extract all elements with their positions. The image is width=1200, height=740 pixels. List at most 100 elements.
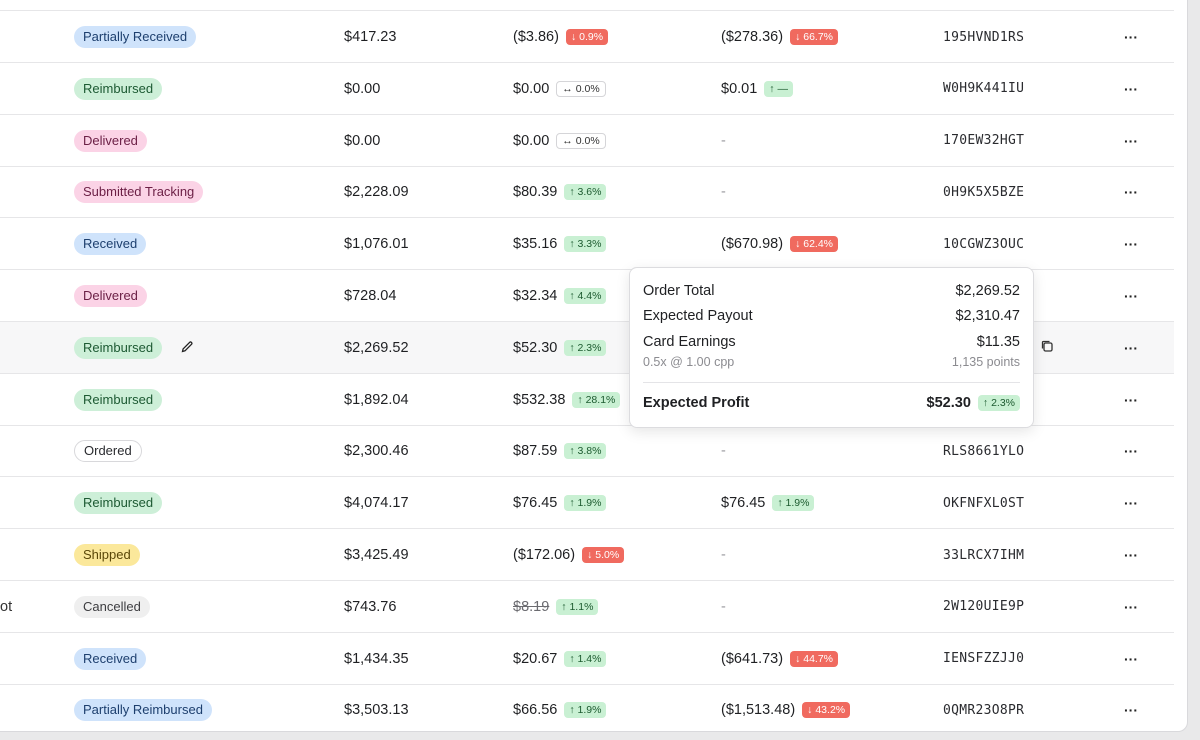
profit-delta-badge: ↓ 43.2% bbox=[802, 702, 851, 719]
more-actions-button[interactable]: ··· bbox=[1120, 425, 1142, 477]
payout-value: $0.00 bbox=[513, 132, 550, 149]
ellipsis-icon: ··· bbox=[1124, 598, 1138, 615]
payout-delta-badge: ↑ 1.4% bbox=[564, 650, 607, 667]
pencil-icon[interactable] bbox=[180, 340, 194, 354]
payout-value: $76.45 bbox=[513, 495, 558, 512]
ellipsis-icon: ··· bbox=[1124, 702, 1138, 719]
tooltip-card-earnings-row: Card Earnings $11.35 bbox=[643, 334, 1020, 350]
more-actions-button[interactable]: ··· bbox=[1120, 322, 1142, 374]
arrow-up-icon: ↑ bbox=[577, 393, 583, 406]
table-row[interactable]: Partially Received $417.23 ($3.86) ↓ 0.9% ($… bbox=[0, 11, 1174, 63]
more-actions-button[interactable]: ··· bbox=[1120, 63, 1142, 115]
status-cell: Submitted Tracking bbox=[74, 166, 204, 218]
order-total-value: $2,228.09 bbox=[344, 184, 409, 201]
profit-value: ($670.98) bbox=[721, 236, 784, 253]
order-total-cell: $3,425.49 bbox=[344, 529, 409, 581]
more-actions-button[interactable]: ··· bbox=[1120, 374, 1142, 426]
expected-payout-cell: $66.56 ↑ 1.9% bbox=[513, 684, 607, 731]
name-text: ot bbox=[0, 598, 13, 615]
status-badge: Partially Reimbursed bbox=[74, 699, 212, 722]
order-total-cell: $4,074.17 bbox=[344, 477, 409, 529]
expected-payout-cell: ($172.06) ↓ 5.0% bbox=[513, 529, 625, 581]
profit-value: - bbox=[721, 184, 726, 201]
profit-delta: 62.4% bbox=[803, 238, 834, 251]
status-cell: Reimbursed bbox=[74, 477, 163, 529]
more-actions-button[interactable]: ··· bbox=[1120, 270, 1142, 322]
status-badge: Reimbursed bbox=[74, 388, 163, 411]
payout-value: $0.00 bbox=[513, 80, 550, 97]
tooltip-card-earnings-detail-row: 0.5x @ 1.00 cpp 1,135 points bbox=[643, 355, 1020, 369]
status-cell: Ordered bbox=[74, 425, 142, 477]
order-number: W0H9K441IU bbox=[943, 81, 1025, 97]
payout-delta: 28.1% bbox=[585, 393, 616, 406]
order-total-value: $1,076.01 bbox=[344, 236, 409, 253]
order-total-cell: $1,434.35 bbox=[344, 633, 409, 685]
payout-value: $20.67 bbox=[513, 650, 558, 667]
order-total-cell: $2,228.09 bbox=[344, 166, 409, 218]
tooltip-card-earnings-label: Card Earnings bbox=[643, 334, 736, 350]
tooltip-expected-profit-label: Expected Profit bbox=[643, 395, 750, 411]
order-total-value: $4,074.17 bbox=[344, 495, 409, 512]
copy-icon[interactable] bbox=[1040, 339, 1054, 353]
more-actions-button[interactable]: ··· bbox=[1120, 11, 1142, 63]
expected-payout-cell: $35.16 ↑ 3.3% bbox=[513, 218, 607, 270]
payout-delta-badge: ↑ 1.9% bbox=[564, 495, 607, 512]
table-row[interactable]: Received $1,434.35 $20.67 ↑ 1.4% ($641.73) ↓ … bbox=[0, 633, 1174, 685]
ellipsis-icon: ··· bbox=[1124, 650, 1138, 667]
profit-cell: - bbox=[721, 166, 726, 218]
status-badge: Received bbox=[74, 647, 147, 670]
payout-delta: 0.0% bbox=[575, 134, 600, 147]
profit-cell: $76.45 ↑ 1.9% bbox=[721, 477, 815, 529]
table-row[interactable]: Submitted Tracking $2,228.09 $80.39 ↑ 3.6% -… bbox=[0, 166, 1174, 219]
table-row[interactable]: Reimbursed $4,074.17 $76.45 ↑ 1.9% $76.45 ↑ 1… bbox=[0, 477, 1174, 530]
table-row[interactable]: Reimbursed $1,892.04 $532.38 ↑ 28.1% ··· bbox=[0, 374, 1174, 426]
more-actions-button[interactable]: ··· bbox=[1120, 581, 1142, 633]
more-actions-button[interactable]: ··· bbox=[1120, 684, 1142, 731]
profit-value: ($641.73) bbox=[721, 650, 784, 667]
payout-delta-badge: ↑ 3.6% bbox=[564, 184, 607, 201]
tooltip-order-total-label: Order Total bbox=[643, 283, 715, 299]
profit-delta-badge: ↓ 44.7% bbox=[790, 650, 839, 667]
table-row[interactable]: Partially Reimbursed $3,503.13 $66.56 ↑ 1.9… bbox=[0, 684, 1174, 731]
ellipsis-icon: ··· bbox=[1124, 443, 1138, 460]
arrow-up-icon: ↑ bbox=[569, 652, 575, 665]
payout-delta-badge: ↑ 1.9% bbox=[564, 702, 607, 719]
order-number-cell: 0QMR23O8PR bbox=[943, 684, 1024, 731]
order-total-cell: $728.04 bbox=[344, 270, 396, 322]
more-actions-button[interactable]: ··· bbox=[1120, 633, 1142, 685]
status-cell: Shipped bbox=[74, 529, 140, 581]
order-total-value: $2,269.52 bbox=[344, 339, 409, 356]
order-number: 195HVND1RS bbox=[943, 29, 1025, 45]
table-row[interactable]: Ordered $2,300.46 $87.59 ↑ 3.8% - RLS8661YLO ·… bbox=[0, 425, 1174, 478]
table-row[interactable]: Delivered $728.04 $32.34 ↑ 4.4% ··· bbox=[0, 270, 1174, 322]
profit-cell: - bbox=[721, 425, 726, 477]
order-total-value: $0.00 bbox=[344, 80, 381, 97]
payout-value: $35.16 bbox=[513, 236, 558, 253]
more-actions-button[interactable]: ··· bbox=[1120, 115, 1142, 167]
payout-delta-badge: ↑ 28.1% bbox=[572, 391, 621, 408]
table-row[interactable]: Received $1,076.01 $35.16 ↑ 3.3% ($670.98) ↓ … bbox=[0, 218, 1174, 271]
table-row[interactable]: Reimbursed $0.00 $0.00 ↔ 0.0% $0.01 ↑ — W0H9K4… bbox=[0, 63, 1174, 115]
order-number-cell: 0H9K5X5BZE bbox=[943, 166, 1024, 218]
more-actions-button[interactable]: ··· bbox=[1120, 529, 1142, 581]
payout-delta: 0.9% bbox=[579, 31, 604, 43]
more-actions-button[interactable]: ··· bbox=[1120, 477, 1142, 529]
expected-payout-cell: $76.45 ↑ 1.9% bbox=[513, 477, 607, 529]
payout-delta-badge: ↓ 0.9% bbox=[565, 29, 609, 45]
order-total-value: $2,300.46 bbox=[344, 443, 409, 460]
table-row[interactable]: ot Cancelled $743.76 $8.19 ↑ 1.1% - 2W120UIE9P… bbox=[0, 581, 1174, 633]
more-actions-button[interactable]: ··· bbox=[1120, 166, 1142, 218]
order-number-cell: 195HVND1RS bbox=[943, 11, 1024, 63]
order-total-cell: $417.23 bbox=[344, 11, 396, 63]
order-total-cell: $3,503.13 bbox=[344, 684, 409, 731]
profit-delta-badge: ↑ 1.9% bbox=[772, 495, 815, 512]
table-row[interactable]: Delivered $0.00 $0.00 ↔ 0.0% - 170EW32HGT ··· bbox=[0, 115, 1174, 167]
status-badge: Delivered bbox=[74, 285, 147, 307]
table-row[interactable]: Shipped $3,425.49 ($172.06) ↓ 5.0% - 33LRCX7I… bbox=[0, 529, 1174, 581]
order-number: 33LRCX7IHM bbox=[943, 547, 1025, 563]
order-number-cell: 33LRCX7IHM bbox=[943, 529, 1024, 581]
more-actions-button[interactable]: ··· bbox=[1120, 218, 1142, 270]
ellipsis-icon: ··· bbox=[1124, 80, 1138, 97]
order-number-cell: IENSFZZJJ0 bbox=[943, 633, 1024, 685]
profit-cell: ($670.98) ↓ 62.4% bbox=[721, 218, 839, 270]
